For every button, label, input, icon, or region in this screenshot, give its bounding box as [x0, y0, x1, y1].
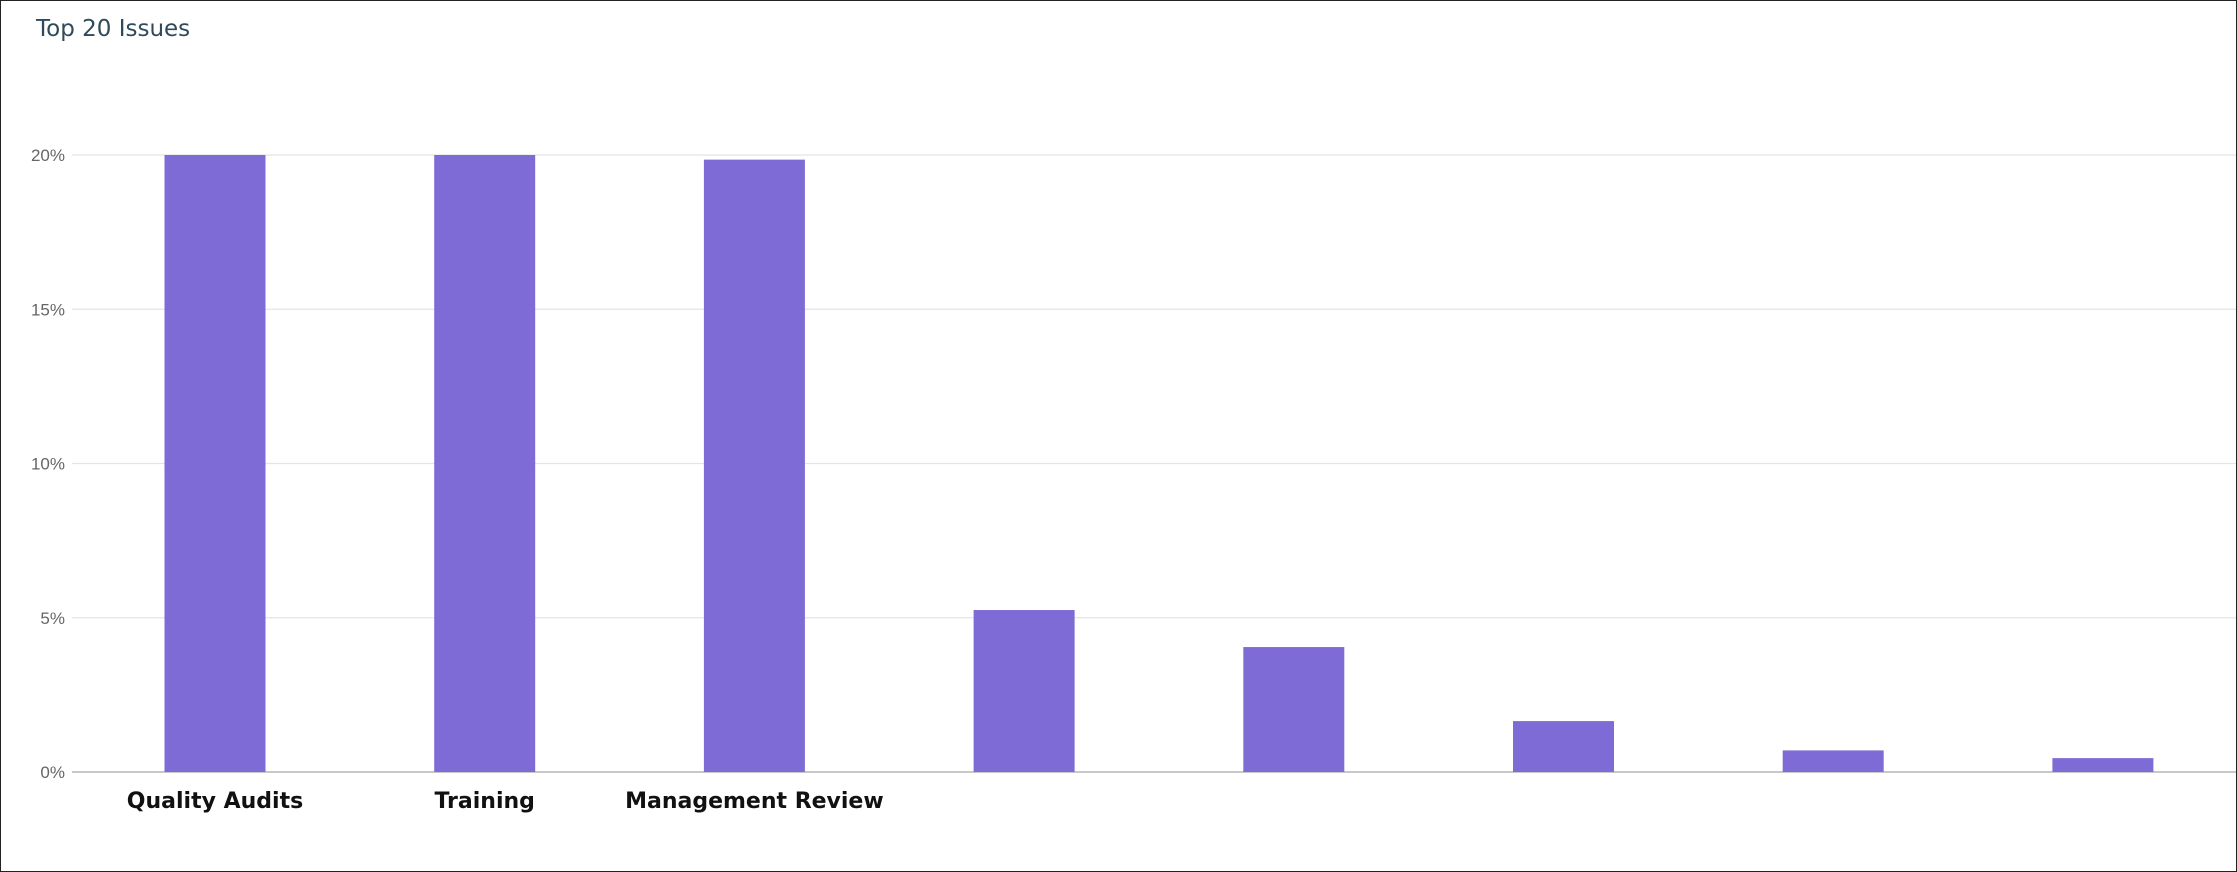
- x-category-label: Management Review: [625, 789, 884, 814]
- x-category-label: Training: [434, 789, 534, 814]
- chart-title: Top 20 Issues: [36, 16, 191, 42]
- bar[interactable]: [2052, 758, 2154, 772]
- bar[interactable]: [1513, 721, 1614, 772]
- y-tick-label: 5%: [40, 609, 65, 628]
- bar[interactable]: [1782, 750, 1884, 772]
- bar[interactable]: [703, 159, 805, 772]
- y-tick-label: 20%: [31, 146, 65, 165]
- y-tick-label: 15%: [31, 300, 65, 319]
- bar[interactable]: [164, 155, 266, 772]
- y-tick-label: 0%: [40, 763, 65, 782]
- x-category-label: Quality Audits: [127, 789, 303, 814]
- bar[interactable]: [973, 610, 1075, 772]
- y-tick-label: 10%: [31, 455, 65, 474]
- bar[interactable]: [1243, 647, 1345, 772]
- bar[interactable]: [434, 155, 536, 772]
